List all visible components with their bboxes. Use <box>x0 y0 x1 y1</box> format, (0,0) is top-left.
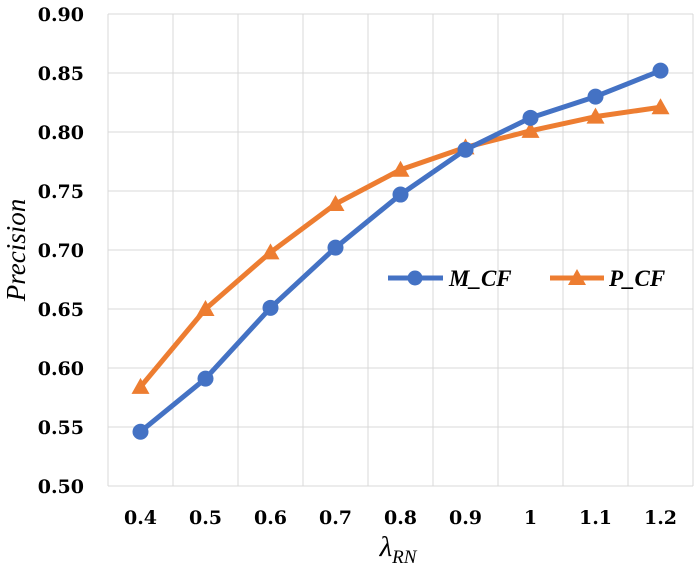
x-tick-label: 0.6 <box>254 507 287 529</box>
series-m-cf <box>132 62 669 440</box>
series-line-m-cf <box>138 68 663 435</box>
x-tick-labels: 0.4 0.5 0.6 0.7 0.8 0.9 1 1.1 1.2 <box>124 507 677 529</box>
y-tick-label: 0.75 <box>38 181 84 203</box>
y-tick-label: 0.90 <box>38 4 84 26</box>
legend-marker-m-cf <box>407 270 423 286</box>
x-tick-label: 1 <box>524 507 537 529</box>
data-point-p-cf <box>651 98 670 115</box>
legend-marker-p-cf <box>568 269 586 285</box>
data-point-m-cf <box>262 299 279 316</box>
x-tick-label: 0.4 <box>124 507 157 529</box>
legend-label-m-cf: M_CF <box>448 266 512 291</box>
data-point-p-cf <box>391 160 410 177</box>
data-point-m-cf <box>522 109 539 126</box>
data-point-p-cf <box>586 107 605 124</box>
data-point-m-cf <box>327 239 344 256</box>
y-tick-labels: 0.50 0.55 0.60 0.65 0.70 0.75 0.80 0.85 0.90 <box>38 4 84 498</box>
y-tick-label: 0.50 <box>38 476 84 498</box>
x-tick-label: 0.5 <box>189 507 222 529</box>
y-tick-label: 0.85 <box>38 63 84 85</box>
data-point-m-cf <box>392 186 409 203</box>
y-axis-label: Precision <box>1 199 31 302</box>
y-tick-label: 0.70 <box>38 240 84 262</box>
y-tick-label: 0.65 <box>38 299 84 321</box>
x-tick-label: 1.2 <box>644 507 677 529</box>
x-tick-label: 1.1 <box>579 507 612 529</box>
data-point-m-cf <box>587 88 604 105</box>
data-point-m-cf <box>652 62 669 79</box>
data-point-p-cf <box>521 121 540 138</box>
x-tick-label: 0.7 <box>319 507 352 529</box>
grid-layer <box>107 13 694 487</box>
data-point-p-cf <box>326 194 345 211</box>
y-tick-label: 0.80 <box>38 122 84 144</box>
x-tick-label: 0.9 <box>449 507 482 529</box>
y-tick-label: 0.55 <box>38 417 84 439</box>
data-point-p-cf <box>196 300 215 316</box>
series-p-cf <box>131 98 670 394</box>
x-tick-label: 0.8 <box>384 507 417 529</box>
y-tick-label: 0.60 <box>38 358 84 380</box>
x-axis-label: λRN <box>379 531 418 568</box>
x-axis-label-main: λ <box>379 531 393 563</box>
data-point-p-cf <box>261 243 280 260</box>
data-point-m-cf <box>457 141 474 158</box>
legend: M_CF P_CF <box>388 266 665 291</box>
legend-label-p-cf: P_CF <box>608 266 665 291</box>
series-line-p-cf <box>138 104 663 390</box>
data-point-p-cf <box>131 377 150 394</box>
data-point-m-cf <box>132 423 149 440</box>
x-axis-label-subscript: RN <box>391 547 418 568</box>
data-point-m-cf <box>197 370 214 387</box>
series-layer <box>131 62 670 440</box>
